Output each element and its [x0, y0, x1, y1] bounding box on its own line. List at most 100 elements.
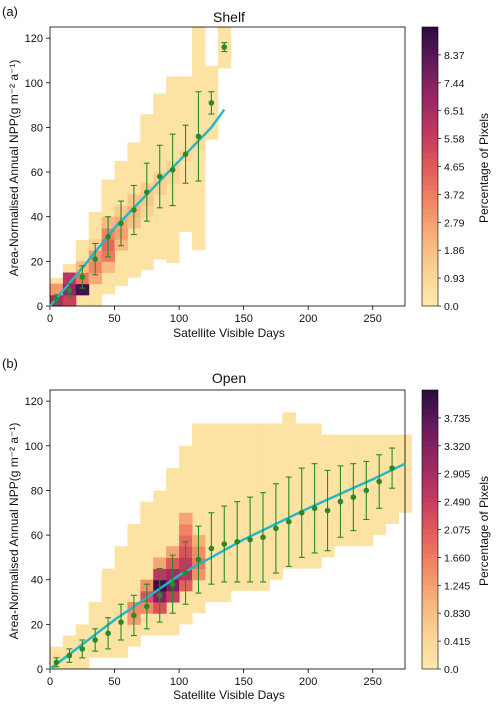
- colorbar-segment: [422, 622, 438, 628]
- y-tick-label: 40: [31, 212, 43, 224]
- mean-point: [286, 518, 292, 525]
- mean-point: [195, 133, 202, 140]
- colorbar-segment: [422, 566, 438, 572]
- colorbar-segment: [422, 627, 438, 633]
- colorbar-segment: [422, 54, 438, 61]
- colorbar-segment: [422, 161, 438, 168]
- colorbar-segment: [422, 166, 438, 172]
- colorbar-tick-label: 3.735: [444, 413, 470, 425]
- mean-point: [169, 581, 176, 587]
- colorbar-segment: [422, 115, 438, 121]
- colorbar-segment: [422, 278, 438, 284]
- colorbar-segment: [422, 617, 438, 624]
- colorbar-segment: [422, 510, 438, 517]
- colorbar-segment: [422, 185, 438, 191]
- colorbar-segment: [422, 175, 438, 182]
- x-tick-label: 50: [108, 676, 120, 688]
- colorbar-segment: [422, 59, 438, 65]
- colorbar-segment: [422, 259, 438, 265]
- mean-point: [53, 296, 60, 303]
- x-tick-label: 200: [299, 676, 317, 688]
- mean-point: [182, 151, 189, 158]
- colorbar-segment: [422, 73, 438, 79]
- mean-point: [66, 652, 73, 659]
- y-tick-label: 120: [25, 33, 43, 45]
- mean-point: [156, 592, 163, 599]
- colorbar: 0.0 0.415 0.830 1.245 1.660 2.075 2.490 2.905 3.…: [421, 389, 470, 676]
- colorbar-segment: [422, 603, 438, 610]
- colorbar-segment: [422, 455, 438, 461]
- x-tick-label: 250: [364, 676, 382, 688]
- colorbar-segment: [422, 450, 438, 456]
- chart-title: Open: [212, 370, 246, 386]
- colorbar-segment: [422, 124, 438, 130]
- colorbar-segment: [422, 36, 438, 42]
- x-axis-label: Satellite Visible Days: [173, 688, 285, 702]
- x-tick-label: 100: [170, 313, 188, 325]
- colorbar-segment: [422, 659, 438, 665]
- colorbar-segment: [422, 631, 438, 638]
- mean-point: [260, 534, 266, 541]
- heatmap-cell: [166, 546, 180, 558]
- colorbar-segment: [422, 594, 438, 600]
- colorbar-segment: [422, 292, 438, 298]
- mean-point: [350, 494, 357, 500]
- y-tick-label: 80: [31, 122, 43, 134]
- colorbar-segment: [422, 441, 438, 447]
- colorbar-segment: [422, 478, 438, 484]
- colorbar-segment: [422, 180, 438, 186]
- y-tick-label: 100: [25, 78, 43, 90]
- y-tick-label: 20: [31, 619, 43, 631]
- mean-point: [92, 637, 98, 643]
- mean-point: [66, 287, 73, 294]
- colorbar-tick-label: 4.65: [444, 162, 465, 174]
- mean-point: [221, 44, 228, 50]
- colorbar-segment: [422, 580, 438, 586]
- colorbar-segment: [422, 589, 438, 596]
- x-tick-label: 0: [47, 313, 53, 325]
- mean-point: [363, 487, 370, 494]
- colorbar-tick-label: 2.79: [444, 217, 465, 229]
- mean-point: [247, 536, 253, 543]
- y-tick-label: 100: [25, 441, 43, 453]
- y-tick-label: 40: [31, 575, 43, 587]
- colorbar-segment: [422, 147, 438, 154]
- colorbar-segment: [422, 650, 438, 656]
- colorbar-segment: [422, 92, 438, 98]
- colorbar-segment: [422, 538, 438, 545]
- colorbar-segment: [422, 250, 438, 256]
- colorbar-segment: [422, 417, 438, 424]
- colorbar-segment: [422, 143, 438, 149]
- colorbar-segment: [422, 245, 438, 251]
- heatmap-cell: [179, 523, 193, 536]
- colorbar-segment: [422, 636, 438, 642]
- colorbar-segment: [422, 222, 438, 228]
- x-tick-label: 100: [170, 676, 188, 688]
- mean-point: [311, 505, 318, 512]
- colorbar-segment: [422, 50, 438, 56]
- colorbar-segment: [422, 78, 438, 84]
- colorbar-segment: [422, 82, 438, 89]
- colorbar-tick-label: 8.37: [444, 50, 465, 62]
- colorbar-tick-label: 0.830: [444, 608, 470, 620]
- colorbar-segment: [422, 189, 438, 195]
- colorbar-segment: [422, 236, 438, 242]
- colorbar-segment: [422, 96, 438, 102]
- colorbar-segment: [422, 87, 438, 93]
- colorbar-segment: [422, 641, 438, 647]
- mean-point: [324, 507, 331, 514]
- colorbar-segment: [422, 273, 438, 279]
- colorbar-tick-label: 1.245: [444, 580, 470, 592]
- x-tick-label: 150: [234, 313, 252, 325]
- colorbar-segment: [422, 492, 438, 498]
- heatmap-cell: [114, 546, 128, 658]
- colorbar-tick-label: 1.660: [444, 552, 470, 564]
- colorbar-segment: [422, 40, 438, 47]
- colorbar-segment: [422, 608, 438, 614]
- panel-label: (b): [2, 356, 18, 371]
- colorbar-segment: [422, 496, 438, 503]
- colorbar-segment: [422, 110, 438, 116]
- x-tick-label: 150: [234, 676, 252, 688]
- colorbar-segment: [422, 534, 438, 540]
